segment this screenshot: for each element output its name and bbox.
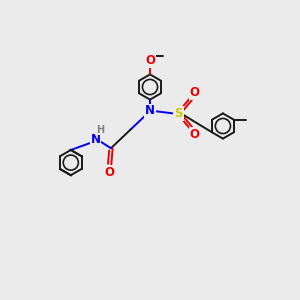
Text: N: N xyxy=(90,133,100,146)
Text: N: N xyxy=(145,104,155,118)
Text: S: S xyxy=(174,107,183,120)
Text: O: O xyxy=(189,128,200,141)
Text: H: H xyxy=(96,124,104,135)
Text: O: O xyxy=(104,166,115,179)
Text: O: O xyxy=(145,54,155,67)
Text: O: O xyxy=(189,86,200,99)
